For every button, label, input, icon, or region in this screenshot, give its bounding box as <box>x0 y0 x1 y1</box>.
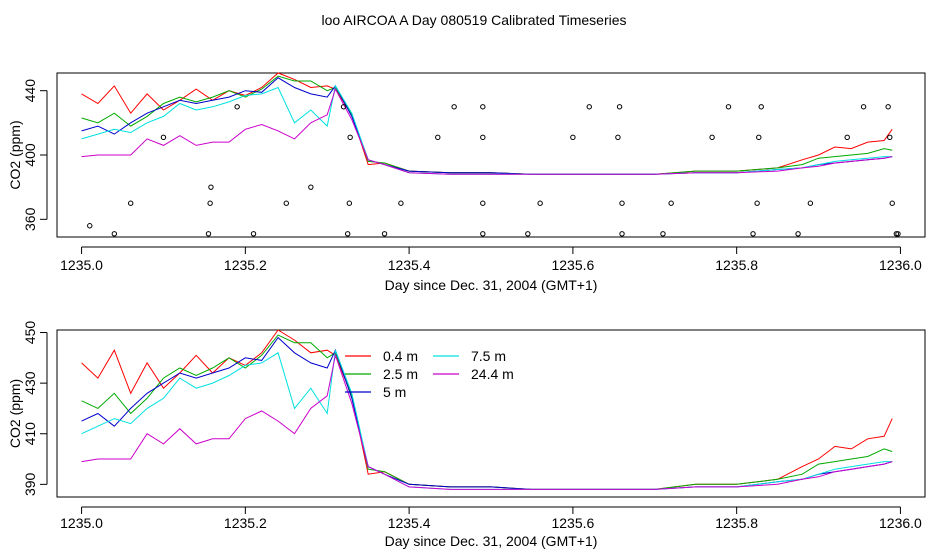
data-point <box>111 231 118 237</box>
data-point <box>234 104 240 110</box>
data-point <box>451 104 457 110</box>
series-line-2-5-m <box>81 334 893 490</box>
y-tick-label: 410 <box>22 422 38 446</box>
y-tick-label: 400 <box>22 143 38 167</box>
y-tick-label: 430 <box>22 371 38 395</box>
data-point <box>616 104 623 110</box>
bottom-panel: 1235.0 1235.2 1235.4 1235.6 1235.8 1236.0 Day … <box>7 321 926 549</box>
data-point <box>205 231 212 237</box>
data-point <box>893 231 900 237</box>
data-point <box>537 200 543 206</box>
data-point <box>525 231 531 237</box>
y-tick-label: 390 <box>22 472 38 496</box>
data-point <box>250 231 257 237</box>
data-point <box>207 200 213 206</box>
data-point <box>756 134 762 141</box>
data-point <box>308 184 314 190</box>
x-tick-label: 1235.4 <box>388 515 431 531</box>
legend-label: 0.4 m <box>383 348 418 364</box>
data-point <box>347 134 353 141</box>
chart-title: loo AIRCOA A Day 080519 Calibrated Times… <box>321 12 626 28</box>
series-line <box>81 77 893 175</box>
data-point <box>570 134 576 141</box>
series-line <box>81 72 893 175</box>
x-axis-label: Day since Dec. 31, 2004 (GMT+1) <box>385 533 598 549</box>
data-point <box>480 231 486 237</box>
data-point <box>480 134 486 141</box>
data-point <box>709 134 715 141</box>
data-point <box>398 200 404 206</box>
legend-label: 7.5 m <box>471 348 506 364</box>
data-point <box>344 231 351 237</box>
y-tick-label: 360 <box>22 207 38 231</box>
top-panel: 1235.0 1235.2 1235.4 1235.6 1235.8 1236.0 Day … <box>7 72 926 293</box>
x-axis-label: Day since Dec. 31, 2004 (GMT+1) <box>385 277 598 293</box>
data-point <box>844 134 850 141</box>
data-point <box>887 134 893 141</box>
data-point <box>381 231 388 237</box>
data-point <box>754 200 760 206</box>
data-point <box>208 184 214 190</box>
data-point <box>889 200 895 206</box>
data-point <box>619 200 625 206</box>
data-point <box>435 134 441 141</box>
data-point <box>340 104 347 110</box>
data-point <box>586 104 592 110</box>
data-point <box>750 231 756 237</box>
x-tick-label: 1235.8 <box>715 257 758 273</box>
data-point <box>346 200 353 206</box>
x-tick-label: 1235.6 <box>551 515 594 531</box>
x-tick-label: 1235.6 <box>551 257 594 273</box>
y-axis-label: CO2 (ppm) <box>7 379 23 448</box>
plot-frame <box>56 329 926 498</box>
x-tick-label: 1235.8 <box>715 515 758 531</box>
legend-label: 2.5 m <box>383 366 418 382</box>
x-tick-label: 1236.0 <box>879 257 922 273</box>
data-point <box>895 231 901 237</box>
data-point <box>480 104 486 110</box>
data-point <box>795 231 801 237</box>
data-point <box>127 200 134 206</box>
x-tick-label: 1235.0 <box>60 257 103 273</box>
series-line <box>81 84 893 175</box>
data-point <box>807 200 814 206</box>
data-point <box>480 200 486 206</box>
x-tick-label: 1235.2 <box>224 515 267 531</box>
x-tick-label: 1235.0 <box>60 515 103 531</box>
y-tick-label: 450 <box>22 321 38 345</box>
y-tick-label: 440 <box>22 79 38 103</box>
data-point <box>660 231 666 237</box>
data-point <box>725 104 732 110</box>
data-point <box>885 104 891 110</box>
series-line-24-4-m <box>81 353 893 490</box>
series-line <box>81 75 893 175</box>
data-point <box>283 200 289 206</box>
series-line <box>81 87 893 175</box>
legend-label: 24.4 m <box>471 366 514 382</box>
legend-label: 5 m <box>383 384 406 400</box>
data-point <box>160 134 167 141</box>
data-point <box>615 134 621 141</box>
data-point <box>87 223 93 229</box>
x-tick-label: 1235.2 <box>224 257 267 273</box>
data-point <box>668 200 674 206</box>
plot-frame <box>56 72 926 238</box>
data-point <box>860 104 867 110</box>
y-axis-label: CO2 (ppm) <box>7 120 23 189</box>
x-tick-label: 1236.0 <box>879 515 922 531</box>
data-point <box>758 104 764 110</box>
x-tick-label: 1235.4 <box>388 257 431 273</box>
data-point <box>619 231 625 237</box>
